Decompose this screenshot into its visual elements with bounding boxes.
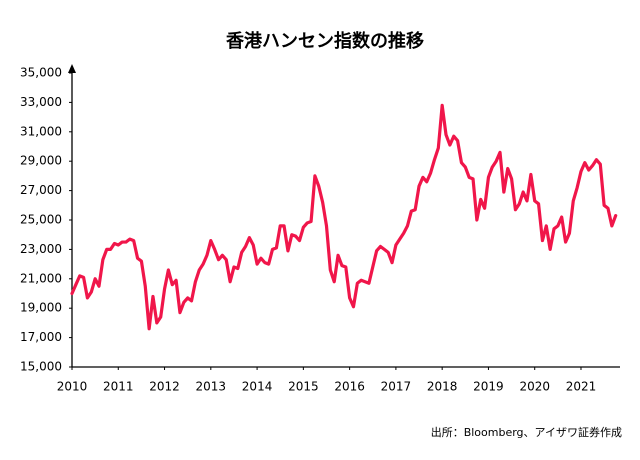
x-tick-label: 2019 xyxy=(473,380,504,394)
x-tick-label: 2016 xyxy=(334,380,365,394)
series-line xyxy=(70,103,618,331)
y-tick-label: 21,000 xyxy=(20,271,62,285)
y-tick-label: 27,000 xyxy=(20,183,62,197)
source-note: 出所：Bloomberg、アイザワ証券作成 xyxy=(431,425,622,439)
y-axis-arrow xyxy=(68,64,76,73)
y-tick-label: 25,000 xyxy=(20,213,62,227)
x-tick-label: 2013 xyxy=(196,380,227,394)
x-tick-label: 2020 xyxy=(519,380,550,394)
x-tick-label: 2017 xyxy=(381,380,412,394)
x-tick-label: 2012 xyxy=(149,380,180,394)
x-tick-label: 2015 xyxy=(288,380,319,394)
y-tick-label: 23,000 xyxy=(20,242,62,256)
y-tick-label: 33,000 xyxy=(20,95,62,109)
y-tick-label: 15,000 xyxy=(20,360,62,374)
y-tick-label: 17,000 xyxy=(20,330,62,344)
y-tick-label: 31,000 xyxy=(20,124,62,138)
y-tick-label: 19,000 xyxy=(20,301,62,315)
x-tick-label: 2021 xyxy=(566,380,597,394)
y-tick-label: 35,000 xyxy=(20,66,62,80)
chart-title: 香港ハンセン指数の推移 xyxy=(225,30,424,52)
y-tick-label: 29,000 xyxy=(20,154,62,168)
x-tick-label: 2014 xyxy=(242,380,273,394)
x-tick-label: 2010 xyxy=(57,380,88,394)
x-tick-label: 2018 xyxy=(427,380,458,394)
x-tick-label: 2011 xyxy=(103,380,134,394)
